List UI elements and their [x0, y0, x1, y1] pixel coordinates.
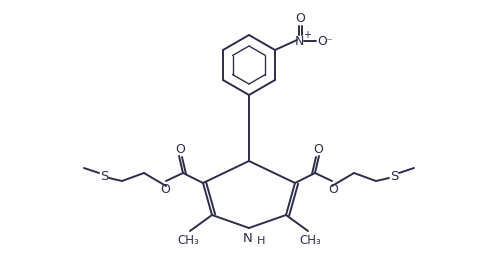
Text: CH₃: CH₃ [299, 234, 321, 247]
Text: CH₃: CH₃ [177, 234, 199, 247]
Text: S: S [100, 169, 108, 183]
Text: O: O [295, 11, 305, 25]
Text: +: + [303, 30, 311, 40]
Text: N: N [294, 34, 304, 47]
Text: O: O [313, 142, 323, 155]
Text: S: S [390, 169, 398, 183]
Text: O: O [317, 34, 327, 47]
Text: ·⁻: ·⁻ [324, 37, 334, 47]
Text: H: H [257, 236, 265, 246]
Text: O: O [160, 183, 170, 196]
Text: N: N [243, 233, 253, 246]
Text: O: O [328, 183, 338, 196]
Text: O: O [175, 142, 185, 155]
